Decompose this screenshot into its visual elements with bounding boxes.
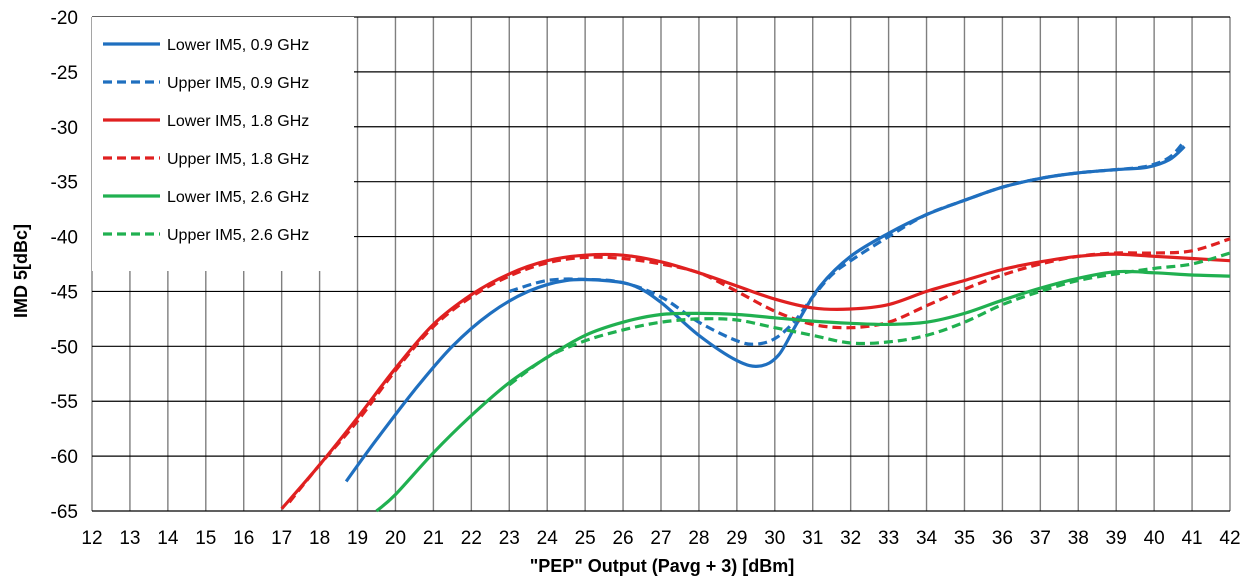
x-tick-label: 21 <box>423 528 444 549</box>
x-tick-label: 37 <box>1030 528 1051 549</box>
x-tick-label: 24 <box>537 528 559 549</box>
x-tick-label: 15 <box>195 528 216 549</box>
x-tick-label: 17 <box>271 528 292 549</box>
series-line-5 <box>375 269 1231 513</box>
legend: Lower IM5, 0.9 GHz Upper IM5, 0.9 GHz Lowe… <box>92 17 354 271</box>
y-tick-label: -20 <box>51 8 78 29</box>
x-tick-label: 22 <box>461 528 482 549</box>
series-layer <box>280 139 1231 513</box>
y-tick-label: -55 <box>51 392 78 413</box>
legend-label: Upper IM5, 0.9 GHz <box>167 75 309 92</box>
x-tick-label: 14 <box>157 528 179 549</box>
x-axis-title: "PEP" Output (Pavg + 3) [dBm] <box>530 556 795 576</box>
y-tick-label: -50 <box>51 337 78 358</box>
x-tick-label: 26 <box>612 528 633 549</box>
x-tick-label: 27 <box>650 528 671 549</box>
x-tick-label: 29 <box>726 528 747 549</box>
series-line-4 <box>288 237 1231 504</box>
legend-label: Upper IM5, 2.6 GHz <box>167 227 309 244</box>
x-tick-label: 35 <box>954 528 975 549</box>
legend-label: Lower IM5, 0.9 GHz <box>167 37 309 54</box>
x-tick-label: 39 <box>1106 528 1127 549</box>
x-tick-label: 36 <box>992 528 1013 549</box>
legend-label: Lower IM5, 1.8 GHz <box>167 113 309 130</box>
y-tick-labels: -20 -25 -30 -35 -40 -45 -50 -55 -60 -65 <box>51 8 78 523</box>
x-tick-label: 20 <box>385 528 406 549</box>
series-line-6 <box>508 251 1231 387</box>
x-tick-label: 12 <box>81 528 102 549</box>
x-tick-label: 16 <box>233 528 254 549</box>
x-tick-label: 28 <box>688 528 709 549</box>
y-tick-label: -65 <box>51 502 78 523</box>
x-tick-label: 34 <box>916 528 938 549</box>
legend-label: Lower IM5, 2.6 GHz <box>167 189 309 206</box>
series-line-1 <box>344 145 1186 483</box>
x-tick-label: 42 <box>1219 528 1240 549</box>
y-axis-title: IMD 5[dBc] <box>11 224 31 318</box>
y-tick-label: -45 <box>51 282 78 303</box>
legend-label: Upper IM5, 1.8 GHz <box>167 151 309 168</box>
x-tick-label: 38 <box>1068 528 1089 549</box>
series-line-3 <box>280 252 1231 510</box>
x-tick-label: 25 <box>575 528 596 549</box>
y-tick-label: -30 <box>51 118 78 139</box>
x-tick-label: 23 <box>499 528 520 549</box>
x-tick-label: 30 <box>764 528 785 549</box>
x-tick-label: 13 <box>119 528 140 549</box>
x-tick-label: 33 <box>878 528 899 549</box>
y-tick-label: -40 <box>51 228 78 249</box>
x-tick-label: 41 <box>1181 528 1202 549</box>
x-tick-labels: 12 13 14 15 16 17 18 19 20 21 22 23 24 25 26 27 28 29 30 31… <box>81 528 1240 549</box>
y-tick-label: -60 <box>51 447 78 468</box>
x-tick-label: 31 <box>802 528 823 549</box>
x-tick-label: 40 <box>1144 528 1165 549</box>
x-tick-label: 32 <box>840 528 861 549</box>
x-tick-label: 18 <box>309 528 330 549</box>
x-tick-label: 19 <box>347 528 368 549</box>
legend-box <box>92 17 354 271</box>
y-tick-label: -25 <box>51 63 78 84</box>
y-tick-label: -35 <box>51 173 78 194</box>
series-line-2 <box>508 139 1186 346</box>
